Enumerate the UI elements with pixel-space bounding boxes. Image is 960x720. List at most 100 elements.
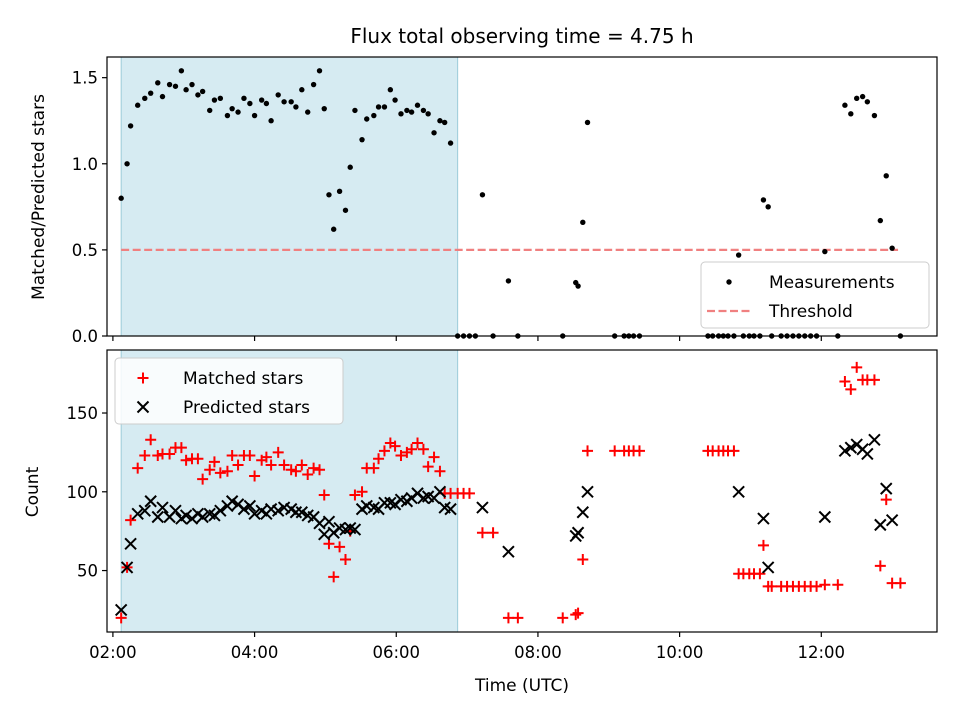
- matched-star-point: [839, 376, 851, 388]
- measurement-point: [330, 226, 337, 232]
- measurement-point: [441, 119, 448, 126]
- matched-star-point: [368, 462, 380, 474]
- chart-title: Flux total observing time = 4.75 h: [350, 24, 693, 48]
- axes-frame: [106, 56, 938, 337]
- predicted-star-point: [581, 485, 594, 498]
- legend-marker-predicted: [136, 400, 150, 414]
- measurement-point: [735, 252, 742, 258]
- matched-star-point: [308, 462, 320, 474]
- measurement-point: [147, 90, 154, 96]
- measurement-point: [420, 107, 427, 114]
- legend-label: Matched stars: [183, 369, 303, 389]
- measurement-point: [342, 207, 349, 213]
- predicted-star-point: [271, 504, 285, 517]
- matched-star-point: [318, 489, 330, 501]
- matched-star-point: [422, 461, 434, 473]
- measurement-point: [293, 104, 299, 110]
- legend-box: [114, 357, 344, 425]
- matched-star-point: [754, 568, 766, 580]
- measurement-point: [381, 104, 388, 110]
- predicted-star-point: [196, 510, 209, 524]
- matched-star-point: [260, 451, 272, 463]
- predicted-star-point: [151, 510, 164, 524]
- measurement-point: [199, 88, 206, 95]
- measurement-point: [166, 81, 173, 88]
- bottom-panel: 50 100 150 02:00 04:00 06:00 08:00 10:00 12:00 Ma…: [67, 349, 938, 662]
- measurement-point: [305, 109, 311, 115]
- matched-star-point: [845, 383, 857, 395]
- matched-star-point: [428, 451, 440, 463]
- measurement-point: [127, 123, 134, 129]
- predicted-star-point: [138, 504, 151, 517]
- predicted-star-point: [838, 444, 852, 458]
- matched-star-point: [175, 442, 187, 454]
- measurement-point: [580, 219, 586, 226]
- predicted-star-point: [732, 485, 745, 498]
- matched-star-point: [577, 554, 589, 566]
- matched-star-point: [204, 464, 216, 476]
- matched-star-point: [487, 527, 499, 539]
- measurement-point: [263, 100, 270, 107]
- matched-star-point: [290, 465, 302, 477]
- measurement-point: [575, 283, 581, 289]
- legend-label: Predicted stars: [183, 398, 310, 418]
- predicted-star-point: [114, 603, 128, 617]
- measurement-point: [364, 116, 370, 122]
- measurement-point: [889, 245, 895, 251]
- predicted-star-point: [313, 517, 326, 530]
- legend: Matched stars Predicted stars: [114, 357, 344, 425]
- matched-star-point: [373, 453, 385, 465]
- legend-marker-matched: [137, 372, 149, 384]
- matched-star-point: [349, 489, 361, 501]
- matched-star-point: [249, 470, 261, 482]
- matched-star-point: [208, 456, 220, 468]
- measurement-point: [224, 112, 231, 119]
- measurement-point: [760, 197, 767, 203]
- measurement-point: [207, 107, 213, 114]
- measurement-point: [288, 99, 294, 105]
- measurement-point: [183, 87, 189, 93]
- predicted-star-point: [885, 513, 899, 527]
- predicted-star-point: [757, 512, 770, 525]
- measurement-point: [392, 97, 398, 103]
- y-tick-label: 1.0: [72, 155, 98, 174]
- matched-star-point: [512, 612, 524, 624]
- predicted-star-point: [844, 441, 858, 454]
- matched-star-point: [874, 560, 886, 572]
- matched-star-point: [582, 445, 594, 457]
- x-tick-label: 04:00: [231, 643, 279, 662]
- y-tick-label: 1.5: [72, 69, 98, 88]
- measurement-point: [842, 102, 848, 108]
- predicted-star-point: [169, 504, 182, 517]
- measurement-point: [178, 68, 185, 74]
- matched-star-point: [296, 459, 308, 471]
- matched-star-point: [633, 445, 645, 457]
- matched-star-point: [378, 445, 390, 457]
- measurement-point: [241, 95, 247, 102]
- predicted-star-point: [243, 499, 257, 513]
- x-tick-label: 06:00: [372, 643, 420, 662]
- measurement-point: [352, 107, 358, 114]
- axes-frame: [106, 349, 938, 633]
- measurement-point: [159, 93, 166, 100]
- predicted-star-point: [444, 502, 457, 516]
- x-axis-label: Time (UTC): [474, 676, 569, 696]
- shaded-interval: [121, 57, 458, 336]
- measurement-point: [124, 161, 130, 167]
- matched-star-point: [334, 541, 346, 553]
- series-measurements: [118, 68, 904, 339]
- measurement-point: [387, 87, 394, 93]
- measurement-point: [859, 93, 866, 100]
- measurement-point: [251, 112, 258, 119]
- measurement-point: [414, 102, 421, 108]
- measurement-point: [375, 104, 382, 110]
- predicted-star-point: [880, 482, 893, 495]
- measurement-point: [431, 130, 437, 136]
- top-panel: 0.0 0.5 1.0 1.5 Measurements Threshold: [72, 56, 938, 346]
- measurement-point: [822, 248, 828, 255]
- measurement-point: [408, 109, 415, 115]
- measurement-point: [118, 195, 124, 201]
- matched-star-point: [819, 579, 831, 591]
- measurement-point: [217, 95, 224, 102]
- y-tick-label: 150: [67, 404, 99, 423]
